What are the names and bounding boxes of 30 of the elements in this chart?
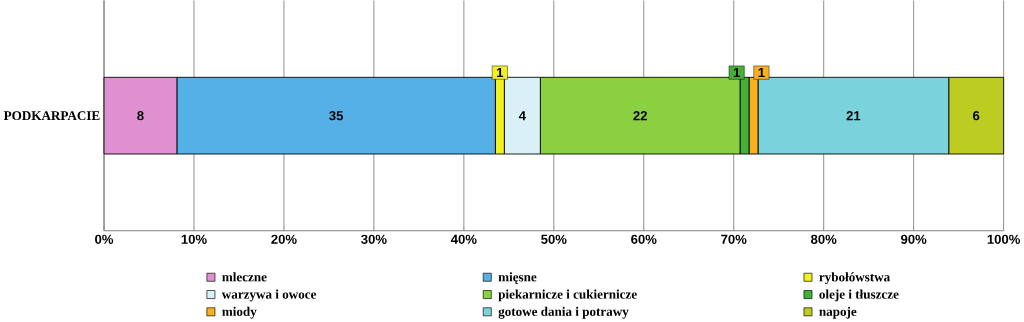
legend-label: mięsne xyxy=(498,272,537,285)
x-tick-label: 70% xyxy=(721,234,747,244)
legend-label: gotowe dania i potrawy xyxy=(498,306,629,319)
legend-label: rybołówstwa xyxy=(819,272,890,285)
legend-label: piekarnicze i cukiernicze xyxy=(498,289,637,302)
data-label: 4 xyxy=(518,111,526,121)
data-label: 1 xyxy=(497,68,504,78)
legend-label: mleczne xyxy=(222,272,267,282)
data-label: 21 xyxy=(846,111,861,121)
legend-label: oleje i tłuszcze xyxy=(819,289,899,302)
x-tick-label: 30% xyxy=(361,234,387,245)
data-label: 6 xyxy=(973,111,980,121)
x-tick-label: 20% xyxy=(271,234,297,244)
data-label: 8 xyxy=(137,111,144,121)
x-tick-label: 10% xyxy=(181,234,207,244)
x-tick-label: 80% xyxy=(811,234,837,244)
data-label: 1 xyxy=(758,68,765,78)
y-tick-label: PODKARPACIE xyxy=(3,111,100,121)
x-tick-label: 0% xyxy=(95,234,114,244)
x-tick-label: 50% xyxy=(541,234,567,244)
legend-label: napoje xyxy=(819,306,857,319)
legend-label: miody xyxy=(222,306,257,319)
data-label: 1 xyxy=(733,68,740,78)
x-tick-label: 40% xyxy=(450,234,477,244)
data-label: 35 xyxy=(329,111,344,121)
x-tick-label: 60% xyxy=(631,234,657,244)
legend-label: warzywa i owoce xyxy=(221,289,317,302)
x-tick-label: 100% xyxy=(987,234,1021,244)
x-tick-label: 90% xyxy=(901,234,927,244)
data-label: 22 xyxy=(633,111,647,121)
